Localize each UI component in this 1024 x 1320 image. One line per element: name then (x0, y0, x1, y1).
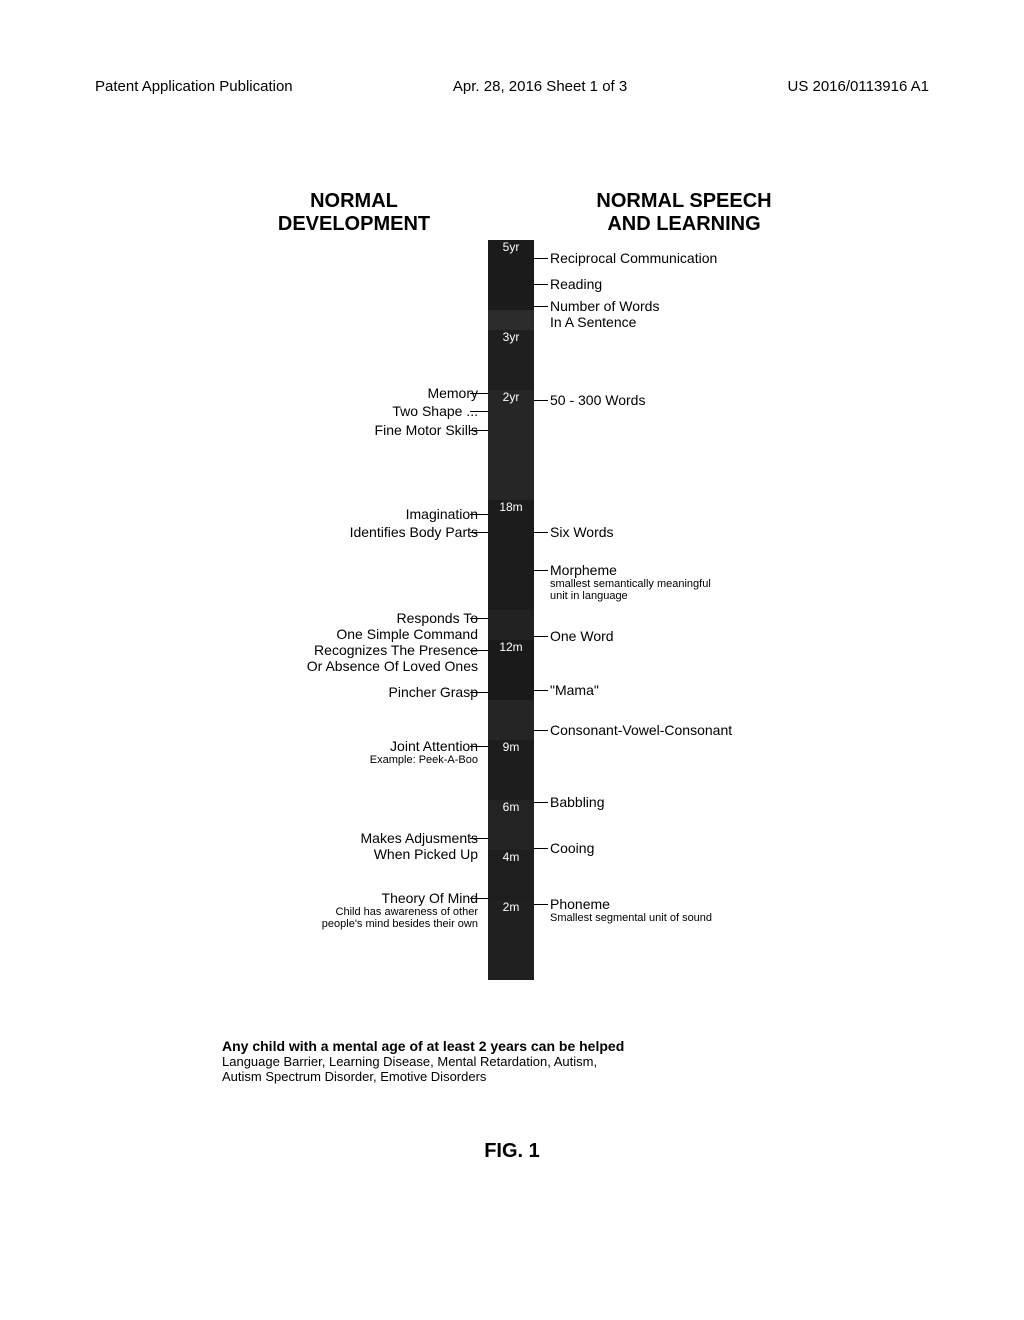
leader-line (534, 284, 548, 285)
milestone-left: Responds ToOne Simple Command (336, 610, 478, 642)
trunk-segment: 4m (488, 850, 534, 900)
milestone-sub: Child has awareness of otherpeople's min… (322, 906, 478, 930)
leader-line (534, 730, 548, 731)
age-label: 6m (503, 800, 520, 814)
header-center: Apr. 28, 2016 Sheet 1 of 3 (453, 78, 627, 95)
trunk-segment: 3yr (488, 330, 534, 390)
milestone-left: Pincher Grasp (389, 684, 478, 700)
caption-sub: Language Barrier, Learning Disease, Ment… (222, 1054, 822, 1084)
figure-label: FIG. 1 (0, 1140, 1024, 1163)
figure-caption: Any child with a mental age of at least … (222, 1038, 822, 1084)
age-label: 4m (503, 850, 520, 864)
timeline-trunk: 5yr 3yr 2yr 18m 12m 9m 6m 4m 2m (488, 240, 534, 980)
milestone-right: Morphemesmallest semantically meaningful… (550, 562, 711, 602)
leader-line (534, 636, 548, 637)
age-label: 9m (503, 740, 520, 754)
header-right: US 2016/0113916 A1 (787, 78, 929, 95)
milestone-sub: Smallest segmental unit of sound (550, 912, 712, 924)
trunk-segment: 2m (488, 900, 534, 980)
milestone-right: PhonemeSmallest segmental unit of sound (550, 896, 712, 924)
milestone-left: Imagination (406, 506, 478, 522)
caption-bold: Any child with a mental age of at least … (222, 1038, 822, 1054)
milestone-left: Recognizes The PresenceOr Absence Of Lov… (307, 642, 478, 674)
milestone-right: Number of WordsIn A Sentence (550, 298, 659, 330)
trunk-segment: 12m (488, 640, 534, 700)
trunk-segment: 2yr (488, 390, 534, 500)
trunk-segment (488, 310, 534, 330)
milestone-right: "Mama" (550, 682, 599, 698)
leader-line (534, 400, 548, 401)
trunk-segment: 18m (488, 500, 534, 610)
age-label: 3yr (503, 330, 520, 344)
leader-line (534, 904, 548, 905)
leader-line (470, 898, 488, 899)
heading-left: NORMALDEVELOPMENT (220, 190, 488, 236)
leader-line (534, 532, 548, 533)
milestone-right: Reading (550, 276, 602, 292)
age-label: 18m (499, 500, 522, 514)
age-label: 12m (499, 640, 522, 654)
milestone-right: Six Words (550, 524, 614, 540)
figure: NORMALDEVELOPMENT NORMAL SPEECHAND LEARN… (220, 190, 840, 1050)
leader-line (470, 650, 488, 651)
leader-line (470, 514, 488, 515)
age-label: 2m (503, 900, 520, 914)
milestone-left: Theory Of MindChild has awareness of oth… (322, 890, 478, 930)
heading-right: NORMAL SPEECHAND LEARNING (534, 190, 834, 236)
leader-line (534, 306, 548, 307)
milestone-right: 50 - 300 Words (550, 392, 645, 408)
leader-line (470, 692, 488, 693)
leader-line (534, 848, 548, 849)
leader-line (470, 532, 488, 533)
trunk-segment: 5yr (488, 240, 534, 310)
milestone-left: Fine Motor Skills (375, 422, 478, 438)
header-left: Patent Application Publication (95, 78, 293, 95)
age-label: 5yr (503, 240, 520, 254)
trunk-segment (488, 700, 534, 740)
leader-line (534, 802, 548, 803)
milestone-sub: Example: Peek-A-Boo (370, 754, 478, 766)
milestone-right: Cooing (550, 840, 594, 856)
leader-line (470, 838, 488, 839)
milestone-left: Two Shape ... (392, 403, 478, 419)
leader-line (534, 690, 548, 691)
trunk-segment: 9m (488, 740, 534, 800)
milestone-left: Joint AttentionExample: Peek-A-Boo (370, 738, 478, 766)
trunk-segment: 6m (488, 800, 534, 850)
age-label: 2yr (503, 390, 520, 404)
milestone-right: Reciprocal Communication (550, 250, 717, 266)
milestone-left: Makes AdjusmentsWhen Picked Up (361, 830, 479, 862)
milestone-right: Consonant-Vowel-Consonant (550, 722, 732, 738)
milestone-sub: smallest semantically meaningfulunit in … (550, 578, 711, 602)
page-header: Patent Application Publication Apr. 28, … (95, 78, 929, 95)
leader-line (470, 746, 488, 747)
leader-line (470, 618, 488, 619)
leader-line (470, 430, 488, 431)
milestone-right: One Word (550, 628, 614, 644)
trunk-segment (488, 610, 534, 640)
leader-line (534, 570, 548, 571)
milestone-right: Babbling (550, 794, 605, 810)
leader-line (534, 258, 548, 259)
leader-line (470, 393, 488, 394)
milestone-left: Identifies Body Parts (350, 524, 478, 540)
leader-line (470, 411, 488, 412)
